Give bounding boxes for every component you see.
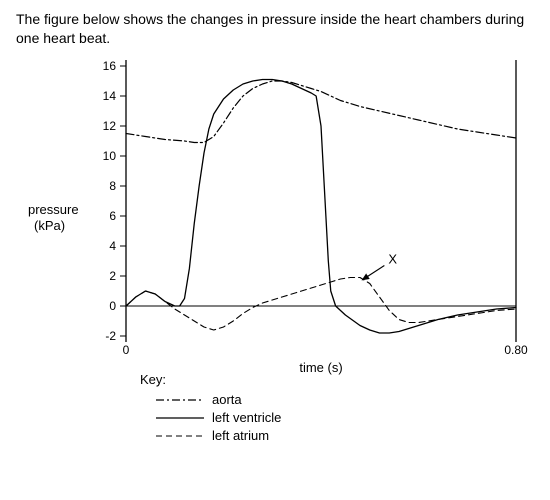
y-tick-label: 8 <box>109 179 116 193</box>
x-tick-label: 0 <box>123 343 130 357</box>
y-tick-label: 14 <box>103 89 117 103</box>
y-tick-label: -2 <box>105 329 116 343</box>
y-tick-label: 6 <box>109 209 116 223</box>
legend-label-left-atrium: left atrium <box>212 428 269 443</box>
series-left-atrium <box>126 277 516 330</box>
y-tick-label: 10 <box>103 149 117 163</box>
y-tick-label: 4 <box>109 239 116 253</box>
legend-label-aorta: aorta <box>212 392 242 407</box>
y-tick-label: 16 <box>103 59 117 73</box>
legend-title: Key: <box>140 372 166 387</box>
y-tick-label: 2 <box>109 269 116 283</box>
y-axis-label-line1: pressure <box>28 202 79 217</box>
legend-label-left-ventricle: left ventricle <box>212 410 281 425</box>
marker-label: X <box>388 251 397 266</box>
marker-arrow <box>362 265 384 279</box>
pressure-chart: -2 0 2 4 6 8 10 12 14 16 0 0.80 pressure(kPa) time (s… <box>16 54 536 474</box>
y-axis-label-line2: (kPa) <box>34 218 65 233</box>
figure-caption: The figure below shows the changes in pr… <box>16 10 534 48</box>
x-axis-label: time (s) <box>299 360 342 375</box>
x-tick-label: 0.80 <box>504 343 528 357</box>
y-tick-label: 12 <box>103 119 117 133</box>
y-tick-label: 0 <box>109 299 116 313</box>
series-left-ventricle <box>126 79 516 333</box>
